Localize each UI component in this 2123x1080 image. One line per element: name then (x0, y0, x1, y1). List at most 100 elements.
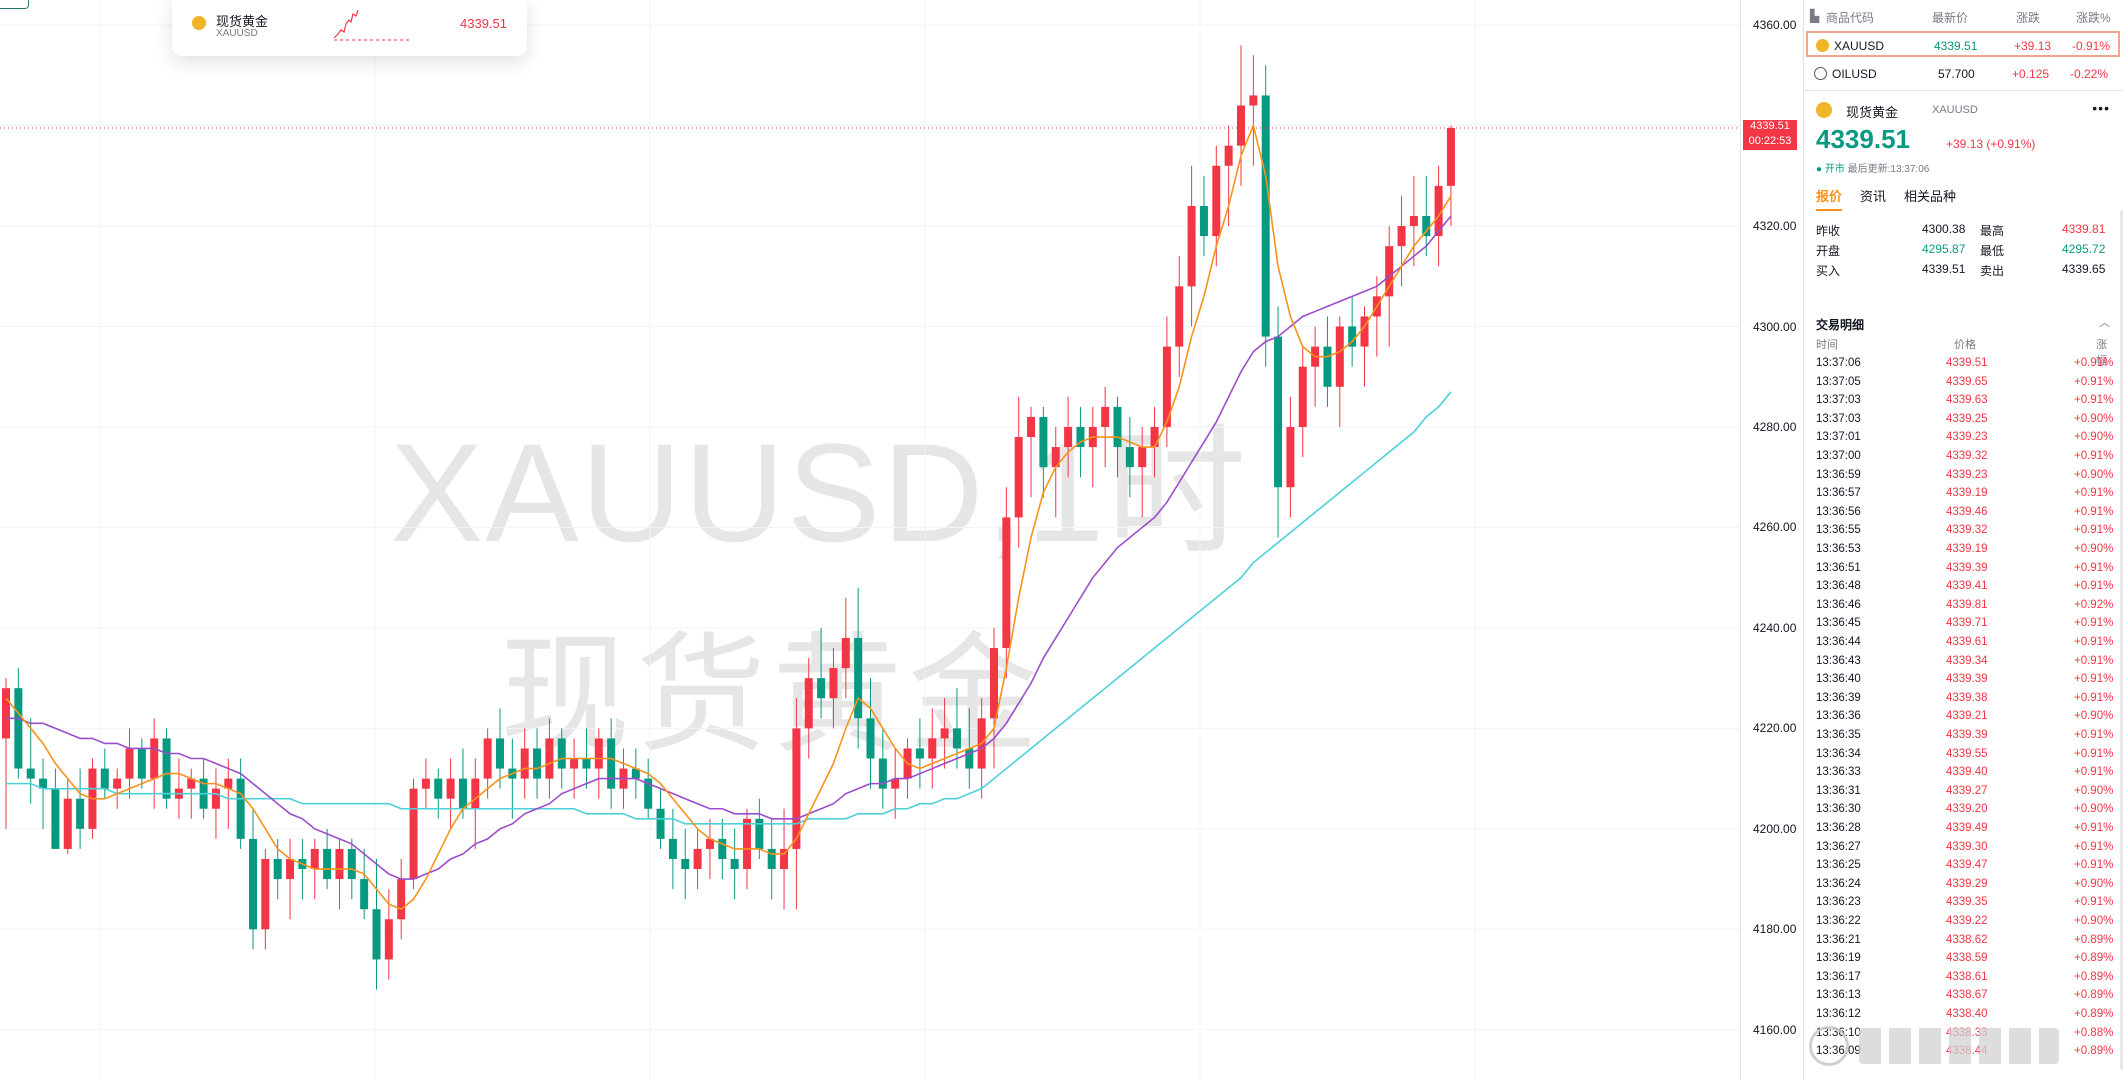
mini-card-code: XAUUSD (216, 28, 258, 39)
chart-pane[interactable]: XAUUSD,1时 现货黄金 现货黄金 XAUUSD 4339.51 (0, 0, 1740, 1080)
candle-body (1101, 406, 1110, 427)
trade-price: 4339.32 (1946, 524, 1988, 537)
trade-change: +0.89% (2074, 952, 2114, 965)
candle-body (1237, 105, 1245, 146)
candle-body (582, 758, 591, 769)
trade-row: 13:36:39 4339.38 +0.91% (1816, 692, 2116, 710)
trade-time: 13:36:59 (1816, 468, 1861, 481)
tab-news[interactable]: 资讯 (1860, 189, 1887, 204)
trade-price: 4339.22 (1946, 915, 1988, 927)
candle-body (125, 748, 134, 779)
candle-body (570, 758, 579, 769)
trade-row: 13:36:17 4338.61 +0.89% (1816, 971, 2116, 989)
candle-body (496, 738, 504, 769)
trade-time: 13:37:03 (1816, 394, 1861, 407)
trade-price: 4339.30 (1946, 840, 1988, 853)
ma-fast-line (5, 123, 1452, 911)
more-icon[interactable]: ••• (2092, 100, 2110, 116)
candle-body (409, 788, 418, 880)
trade-row: 13:36:27 4339.30 +0.91% (1816, 841, 2116, 859)
trade-price: 4339.39 (1946, 673, 1988, 686)
candle-body (1274, 336, 1283, 488)
mini-card-name: 现货黄金 (216, 14, 269, 29)
candle-body (335, 848, 344, 880)
row-last: 4339.51 (1934, 39, 1978, 53)
detail-price: 4339.51 (1816, 124, 1910, 154)
trade-time: 13:37:06 (1816, 357, 1861, 369)
candle-body (76, 798, 85, 829)
candle-body (1125, 447, 1134, 468)
scrollbar[interactable] (2120, 210, 2123, 1070)
candle-body (965, 748, 974, 769)
candle-body (767, 848, 776, 870)
trade-price: 4339.65 (1946, 375, 1988, 388)
trade-time: 13:36:46 (1816, 598, 1861, 611)
last-price-label: 4339.51 (1743, 120, 1797, 136)
candle-body (150, 738, 159, 779)
trade-change: +0.91% (2074, 840, 2114, 853)
candle-body (1175, 286, 1184, 347)
trade-price: 4339.51 (1946, 357, 1988, 369)
trade-row: 13:36:12 4338.40 +0.89% (1816, 1008, 2116, 1026)
trade-change: +0.91% (2074, 654, 2114, 667)
candle-body (1014, 437, 1023, 518)
stat-value: 4295.72 (2062, 242, 2106, 256)
candle-body (113, 778, 122, 789)
candle-body (236, 778, 245, 839)
candle-body (841, 637, 850, 669)
trade-change: +0.88% (2074, 1026, 2114, 1039)
trade-price: 4339.71 (1946, 617, 1988, 630)
trade-time: 13:37:03 (1816, 412, 1861, 425)
candle-body (854, 637, 863, 719)
watchlist-row-oilusd[interactable]: OILUSD 57.700 +0.125 -0.22% (1806, 61, 2120, 87)
candle-body (1027, 416, 1036, 438)
tab-related[interactable]: 相关品种 (1904, 189, 1957, 204)
trade-row: 13:36:25 4339.47 +0.91% (1816, 859, 2116, 877)
trade-time: 13:37:01 (1816, 431, 1861, 444)
row-symbol: XAUUSD (1834, 39, 1885, 53)
trade-row: 13:36:43 4339.34 +0.91% (1816, 655, 2116, 673)
trade-price: 4339.47 (1946, 859, 1988, 872)
price-scale[interactable]: 4360.004340.004320.004300.004280.004260.… (1740, 0, 1799, 1080)
ma-mid-line (6, 215, 1452, 880)
candle-body (1212, 165, 1221, 237)
trade-row: 13:36:35 4339.39 +0.91% (1816, 729, 2116, 747)
trade-price: 4339.40 (1946, 766, 1988, 779)
candle-body (347, 848, 356, 880)
trade-row: 13:36:40 4339.39 +0.91% (1816, 673, 2116, 691)
price-tick: 4300.00 (1753, 319, 1797, 334)
chevron-up-icon[interactable]: ︿ (2099, 317, 2110, 329)
candle-body (681, 858, 690, 870)
candle-body (878, 758, 887, 789)
trade-price: 4339.19 (1946, 543, 1988, 555)
trade-change: +0.91% (2074, 561, 2114, 574)
candle-body (421, 778, 430, 789)
candle-body (286, 858, 295, 880)
candle-body (1298, 366, 1307, 427)
trade-change: +0.89% (2074, 1045, 2114, 1058)
trade-change: +0.90% (2074, 431, 2114, 444)
candlestick-chart[interactable] (0, 0, 1740, 1080)
tab-quote[interactable]: 报价 (1816, 186, 1843, 211)
header-price: 价格 (1954, 339, 1976, 351)
last-updated: 最后更新:13:37:06 (1847, 164, 1930, 175)
watchlist-row-xauusd[interactable]: XAUUSD 4339.51 +39.13 -0.91% (1806, 31, 2120, 57)
trade-time: 13:37:00 (1816, 450, 1861, 462)
mini-quote-card[interactable]: 现货黄金 XAUUSD 4339.51 (172, 0, 527, 56)
detail-name: 现货黄金 (1846, 105, 1899, 120)
stat-value: 4339.65 (2062, 262, 2106, 276)
trade-time: 13:36:48 (1816, 580, 1861, 593)
candle-body (804, 678, 813, 729)
trade-time: 13:36:09 (1816, 1045, 1861, 1058)
candle-body (1076, 426, 1085, 448)
stat-label: 昨收 (1816, 224, 1841, 238)
candle-body (51, 788, 60, 849)
candle-body (792, 728, 801, 849)
trade-price: 4339.35 (1946, 896, 1988, 909)
candle-body (607, 738, 616, 789)
trade-change: +0.90% (2074, 543, 2114, 555)
candle-body (891, 778, 900, 789)
trade-change: +0.91% (2074, 822, 2114, 834)
trade-row: 13:36:10 4338.33 +0.88% (1816, 1027, 2116, 1045)
trade-price: 4339.23 (1946, 468, 1988, 481)
